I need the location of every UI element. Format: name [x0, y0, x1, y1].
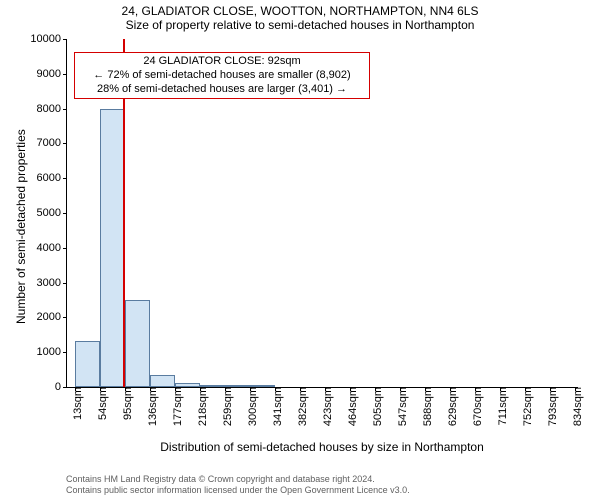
x-tick-label: 423sqm	[316, 387, 334, 426]
histogram-bar	[125, 300, 150, 387]
y-tick-label: 4000	[37, 242, 67, 254]
x-tick-label: 505sqm	[366, 387, 384, 426]
x-tick-label: 382sqm	[291, 387, 309, 426]
histogram-bar	[150, 375, 175, 387]
x-tick-label: 793sqm	[541, 387, 559, 426]
x-tick-label: 13sqm	[66, 387, 84, 420]
x-tick-label: 834sqm	[566, 387, 584, 426]
x-tick-label: 136sqm	[141, 387, 159, 426]
title-line-1: 24, GLADIATOR CLOSE, WOOTTON, NORTHAMPTO…	[0, 0, 600, 18]
chart-root: 24, GLADIATOR CLOSE, WOOTTON, NORTHAMPTO…	[0, 0, 600, 500]
annotation-line: ← 72% of semi-detached houses are smalle…	[79, 69, 365, 83]
x-tick-label: 259sqm	[216, 387, 234, 426]
y-axis-label: Number of semi-detached properties	[14, 129, 28, 324]
y-tick-label: 1000	[37, 346, 67, 358]
y-tick-label: 10000	[30, 33, 67, 45]
x-tick-label: 218sqm	[191, 387, 209, 426]
x-axis-label: Distribution of semi-detached houses by …	[66, 440, 578, 454]
annotation-line: 28% of semi-detached houses are larger (…	[79, 83, 365, 97]
y-tick-label: 8000	[37, 103, 67, 115]
x-tick-label: 711sqm	[491, 387, 509, 425]
footer-line: Contains HM Land Registry data © Crown c…	[66, 474, 410, 485]
annotation-box: 24 GLADIATOR CLOSE: 92sqm ← 72% of semi-…	[74, 52, 370, 99]
y-tick-label: 5000	[37, 207, 67, 219]
x-tick-label: 177sqm	[166, 387, 184, 426]
footer-line: Contains public sector information licen…	[66, 485, 410, 496]
annotation-line: 24 GLADIATOR CLOSE: 92sqm	[79, 55, 365, 69]
x-tick-label: 547sqm	[391, 387, 409, 426]
y-tick-label: 9000	[37, 68, 67, 80]
x-tick-label: 54sqm	[91, 387, 109, 420]
x-tick-label: 588sqm	[416, 387, 434, 426]
histogram-bar	[100, 109, 125, 387]
y-tick-label: 2000	[37, 311, 67, 323]
y-tick-label: 6000	[37, 172, 67, 184]
y-tick-label: 7000	[37, 137, 67, 149]
title-line-2: Size of property relative to semi-detach…	[0, 18, 600, 32]
histogram-bar	[75, 341, 100, 387]
x-tick-label: 300sqm	[241, 387, 259, 426]
x-tick-label: 464sqm	[341, 387, 359, 426]
x-tick-label: 752sqm	[516, 387, 534, 426]
y-tick-label: 3000	[37, 277, 67, 289]
x-tick-label: 341sqm	[266, 387, 284, 426]
x-tick-label: 95sqm	[116, 387, 134, 420]
footer: Contains HM Land Registry data © Crown c…	[66, 474, 410, 497]
x-tick-label: 629sqm	[441, 387, 459, 426]
x-tick-label: 670sqm	[466, 387, 484, 426]
